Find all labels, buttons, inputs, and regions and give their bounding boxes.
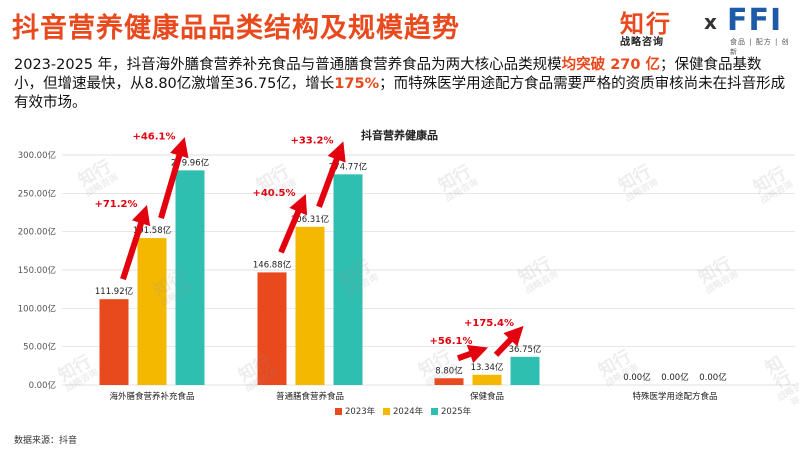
bar-2025 bbox=[510, 356, 540, 385]
brand-logo: 知行 战略咨询 x FFI 食品 | 配方 | 创新 bbox=[620, 3, 795, 56]
y-tick-label: 150.00亿 bbox=[18, 265, 56, 276]
growth-arrow bbox=[278, 193, 308, 254]
value-label: 111.92亿 bbox=[95, 286, 133, 297]
bar-2023 bbox=[99, 299, 129, 385]
value-label: 191.58亿 bbox=[133, 225, 171, 236]
y-tick-label: 50.00亿 bbox=[23, 342, 56, 353]
value-label: 0.00亿 bbox=[623, 372, 650, 383]
logo-x: x bbox=[704, 10, 717, 34]
growth-arrow bbox=[493, 325, 524, 357]
y-tick-label: 100.00亿 bbox=[18, 303, 56, 314]
value-label: 36.75亿 bbox=[509, 344, 542, 355]
growth-label: +175.4% bbox=[464, 318, 514, 329]
legend-swatch bbox=[335, 408, 342, 415]
value-label: 274.77亿 bbox=[329, 161, 367, 172]
x-category-label: 保健食品 bbox=[470, 391, 504, 402]
y-tick-label: 0.00亿 bbox=[29, 380, 56, 391]
value-label: 8.80亿 bbox=[435, 365, 462, 376]
description-highlight1: 均突破 270 亿 bbox=[561, 57, 661, 73]
value-label: 279.96亿 bbox=[171, 157, 209, 168]
legend-label: 2025年 bbox=[441, 406, 472, 417]
growth-label: +71.2% bbox=[94, 199, 137, 210]
bar-2025 bbox=[333, 174, 363, 385]
bar-2025 bbox=[175, 170, 205, 385]
description-part1: 2023-2025 年，抖音海外膳食营养补充食品与普通膳食营养食品为两大核心品类… bbox=[14, 57, 562, 73]
growth-label: +33.2% bbox=[290, 135, 333, 146]
description-part3: ；而特殊医学用途配方食品需要严格的资质审核尚未在抖音形成有效市场。 bbox=[14, 76, 786, 111]
logo-zhixing: 知行 bbox=[620, 10, 672, 38]
legend-label: 2023年 bbox=[345, 406, 376, 417]
x-category-label: 海外膳食营养补充食品 bbox=[109, 391, 194, 402]
bar-2024 bbox=[295, 226, 325, 385]
description-part2: ；保健食品基数小，但增速最快，从8.80亿激增至36.75亿，增长 bbox=[14, 57, 762, 92]
y-tick-label: 300.00亿 bbox=[18, 150, 56, 161]
growth-arrow bbox=[316, 141, 346, 208]
legend-swatch bbox=[431, 408, 438, 415]
logo-ffi: FFI bbox=[727, 3, 783, 38]
bar-2024 bbox=[137, 238, 167, 385]
bar-2023 bbox=[257, 272, 287, 385]
logo-zhixing-sub: 战略咨询 bbox=[620, 37, 664, 48]
logo-ffi-sub: 食品 | 配方 | 创新 bbox=[730, 38, 790, 56]
growth-label: +46.1% bbox=[132, 131, 175, 142]
y-tick-label: 200.00亿 bbox=[18, 227, 56, 238]
description-highlight2: 175% bbox=[334, 76, 380, 92]
value-label: 13.34亿 bbox=[471, 362, 504, 373]
data-source: 数据来源：抖音 bbox=[14, 436, 78, 446]
y-tick-label: 250.00亿 bbox=[18, 188, 56, 199]
value-label: 206.31亿 bbox=[291, 214, 329, 225]
bar-2024 bbox=[472, 374, 502, 385]
bar-2023 bbox=[434, 378, 464, 385]
x-category-label: 特殊医学用途配方食品 bbox=[632, 391, 717, 402]
growth-label: +56.1% bbox=[429, 336, 472, 347]
legend-label: 2024年 bbox=[393, 406, 424, 417]
page-title: 抖音营养健康品品类结构及规模趋势 bbox=[12, 13, 460, 44]
growth-arrow bbox=[158, 137, 189, 219]
value-label: 0.00亿 bbox=[661, 372, 688, 383]
growth-arrow bbox=[120, 204, 151, 281]
growth-label: +40.5% bbox=[252, 188, 295, 199]
value-label: 0.00亿 bbox=[699, 372, 726, 383]
value-label: 146.88亿 bbox=[253, 259, 291, 270]
chart-title: 抖音营养健康品 bbox=[361, 129, 438, 142]
legend-swatch bbox=[383, 408, 390, 415]
description-text: 2023-2025 年，抖音海外膳食营养补充食品与普通膳食营养食品为两大核心品类… bbox=[14, 56, 789, 113]
growth-arrow bbox=[456, 344, 489, 364]
x-category-label: 普通膳食营养食品 bbox=[276, 391, 344, 402]
